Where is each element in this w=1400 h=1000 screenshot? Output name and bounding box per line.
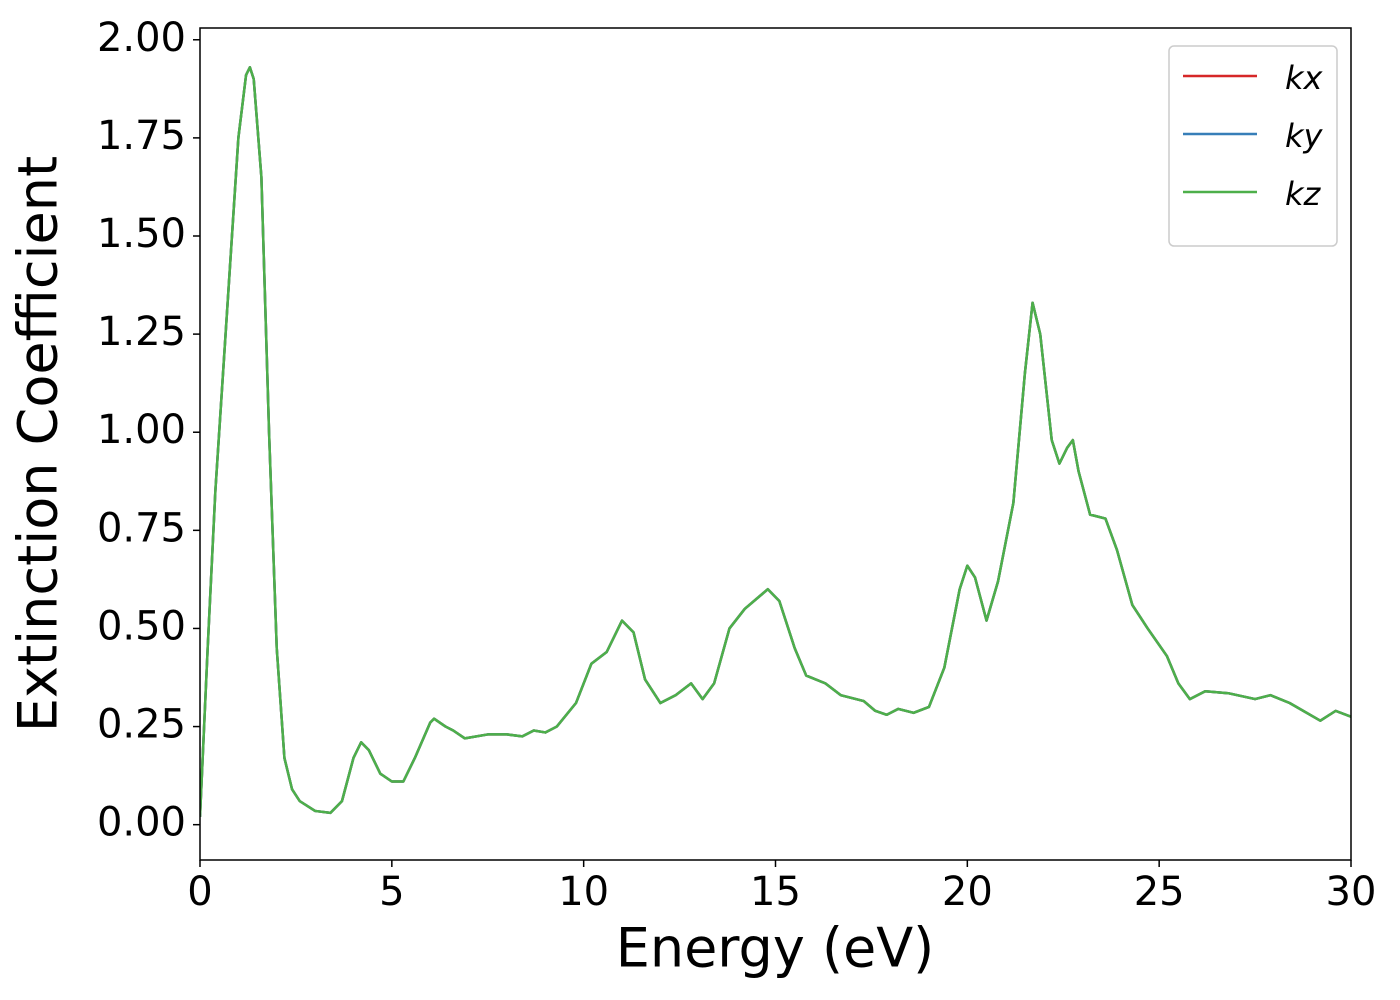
y-tick-label: 0.75 (97, 505, 186, 551)
y-tick-label: 1.00 (97, 407, 186, 453)
legend-box (1168, 45, 1338, 247)
x-tick-label: 0 (187, 869, 212, 915)
y-tick-label: 0.00 (97, 800, 186, 846)
data-line (200, 66, 1351, 817)
y-tick-label: 1.50 (97, 211, 186, 257)
x-tick-label: 5 (379, 869, 404, 915)
x-tick-label: 20 (942, 869, 993, 915)
y-tick-label: 0.25 (97, 702, 186, 748)
y-tick-label: 0.50 (97, 603, 186, 649)
legend-label: kx (1285, 59, 1324, 97)
x-tick-label: 25 (1134, 869, 1185, 915)
legend-label: kz (1285, 175, 1322, 213)
y-tick-label: 1.75 (97, 113, 186, 159)
x-tick-label: 15 (750, 869, 801, 915)
x-axis-label: Energy (eV) (616, 917, 935, 980)
x-tick-label: 30 (1326, 869, 1377, 915)
plot-frame (199, 27, 1352, 861)
legend-label: ky (1285, 117, 1324, 155)
y-tick-label: 2.00 (97, 15, 186, 61)
y-tick-label: 1.25 (97, 309, 186, 355)
plot-area (200, 66, 1351, 817)
y-axis-label: Extinction Coefficient (7, 156, 70, 732)
x-tick-label: 10 (558, 869, 609, 915)
